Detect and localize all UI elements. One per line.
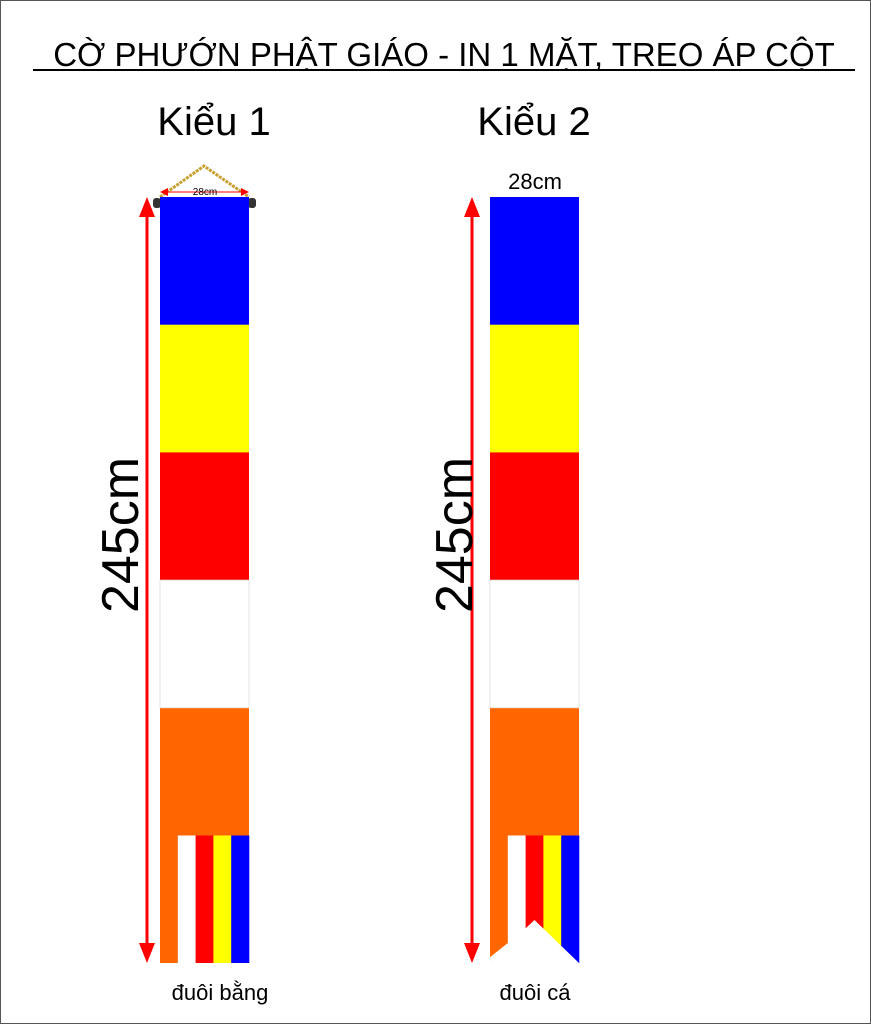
tail-stripe-yellow (213, 835, 232, 963)
stripe-yellow (490, 324, 579, 453)
flag-2-height-arrow (464, 197, 480, 963)
flag-1-label: Kiểu 1 (157, 100, 270, 144)
stripe-red (490, 452, 579, 581)
flag-2-tail-label: đuôi cá (500, 980, 572, 1005)
stripe-orange (160, 707, 249, 836)
flag-2-height-label: 245cm (426, 457, 484, 613)
stripe-blue (160, 197, 249, 326)
stripe-orange (490, 707, 579, 836)
tail-stripe-yellow (543, 835, 562, 963)
stripe-red (160, 452, 249, 581)
title: CỜ PHƯỚN PHẬT GIÁO - IN 1 MẶT, TREO ÁP C… (53, 36, 835, 73)
flag-1-height-label: 245cm (92, 457, 150, 613)
tail-stripe-blue (561, 835, 580, 963)
tail-stripe-red (195, 835, 214, 963)
white-stripe-outline (489, 579, 580, 709)
tail-stripe-orange (490, 835, 509, 963)
flag-1-height-arrow (139, 197, 155, 963)
tail-stripe-orange (160, 835, 179, 963)
stripe-blue (490, 197, 579, 326)
flag-2 (489, 197, 580, 964)
fishtail-edge (489, 943, 508, 964)
tail-stripe-white (177, 835, 196, 963)
fishtail-notch (489, 920, 580, 964)
flag-1-tail-label: đuôi bằng (172, 980, 269, 1005)
tail-stripe-blue (231, 835, 250, 963)
stripe-white (490, 580, 579, 709)
flag-2-label: Kiểu 2 (477, 100, 590, 144)
stripe-yellow (160, 324, 249, 453)
flag-1-width-label: 28cm (193, 187, 217, 198)
stripe-white (160, 580, 249, 709)
flag-1-width-dimension (160, 188, 249, 196)
flag-2-width-label: 28cm (508, 169, 562, 194)
flag-1 (159, 197, 250, 963)
tail-stripe-white (507, 835, 526, 963)
hanger-rope (153, 164, 256, 208)
white-stripe-outline (159, 579, 250, 709)
